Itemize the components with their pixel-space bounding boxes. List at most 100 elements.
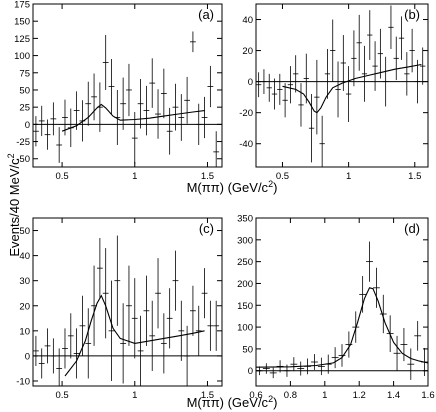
y-tick-label: -10 <box>16 376 30 387</box>
x-tick-label: 1.6 <box>421 390 434 401</box>
data-point <box>190 285 196 336</box>
data-point <box>155 89 161 139</box>
data-point <box>317 357 325 376</box>
data-point <box>372 41 378 91</box>
y-tick-label: 50 <box>19 85 30 96</box>
data-point <box>330 19 336 82</box>
x-tick-label: 1.5 <box>201 390 214 401</box>
data-point <box>62 328 68 369</box>
fit-curve <box>64 294 205 377</box>
data-point <box>282 83 288 118</box>
data-point <box>137 78 144 129</box>
data-point <box>414 59 421 104</box>
data-point <box>261 69 267 95</box>
data-point <box>414 320 422 351</box>
panel-label: (c) <box>199 221 214 236</box>
y-tick-label: 200 <box>237 279 253 290</box>
y-tick-label: 40 <box>242 15 253 26</box>
y-tick-label: 350 <box>237 214 253 225</box>
panel-1: -40 -20 0 20 40 0.5 1 1.5 (b) <box>239 3 429 182</box>
data-point <box>108 59 115 115</box>
data-point <box>271 78 278 110</box>
data-point <box>56 348 63 386</box>
y-tick-label: 25 <box>19 103 30 114</box>
data-point <box>287 66 294 104</box>
data-point <box>102 34 109 90</box>
x-tick-label: 1.5 <box>408 171 421 182</box>
fit-curve <box>255 287 429 368</box>
data-point <box>379 294 387 334</box>
panel-0: -50 -25 0 25 50 75 100 125 150 175 0.5 1 1.5 (a) <box>14 0 223 182</box>
x-tick-label: 1.2 <box>353 390 366 401</box>
data-point <box>290 357 298 372</box>
data-point <box>126 265 132 346</box>
data-point <box>126 63 132 117</box>
data-point <box>314 59 320 135</box>
panel-label: (b) <box>404 7 420 22</box>
data-point <box>383 56 389 107</box>
data-point <box>73 328 80 379</box>
data-point <box>155 258 161 329</box>
plot-frame <box>255 3 429 168</box>
data-point <box>44 328 51 364</box>
data-point <box>213 131 220 167</box>
data-point <box>256 72 262 98</box>
data-point <box>149 300 156 371</box>
data-point <box>172 83 179 131</box>
data-point <box>420 47 426 85</box>
data-point <box>213 300 220 351</box>
data-point <box>143 275 150 346</box>
data-point <box>120 77 127 130</box>
x-tick-label: 1.5 <box>201 171 214 182</box>
data-point <box>33 335 39 366</box>
y-tick-label: -20 <box>239 108 253 119</box>
data-point <box>50 338 57 374</box>
data-point <box>345 66 352 122</box>
data-point <box>400 327 408 362</box>
y-tick-label: -40 <box>239 139 253 150</box>
x-axis-title-top: M(ππ) (GeV/c2) <box>187 179 278 195</box>
data-point <box>85 81 92 126</box>
data-point <box>184 325 191 386</box>
data-point <box>269 367 277 379</box>
y-tick-label: 75 <box>19 68 30 79</box>
panel-label: (d) <box>404 221 420 236</box>
y-tick-label: 20 <box>19 301 30 312</box>
plot-frame <box>255 217 429 387</box>
x-tick-label: 0.6 <box>249 390 262 401</box>
data-point <box>409 28 415 73</box>
data-point <box>56 127 63 163</box>
data-point <box>172 250 179 311</box>
y-tick-label: 150 <box>14 17 30 28</box>
y-tick-label: 30 <box>19 276 30 287</box>
x-tick-label: 1.4 <box>387 390 400 401</box>
data-point <box>79 295 86 356</box>
x-tick-label: 1 <box>132 390 137 401</box>
y-tick-label: 50 <box>242 344 253 355</box>
data-point <box>256 366 263 376</box>
x-tick-label: 0.8 <box>284 390 297 401</box>
data-point <box>393 335 401 371</box>
data-point <box>195 305 202 356</box>
x-tick-label: 1 <box>322 390 327 401</box>
data-point <box>73 91 80 130</box>
data-point <box>166 288 173 349</box>
plot-frame <box>32 3 223 168</box>
y-tick-label: 100 <box>237 323 253 334</box>
data-point <box>184 76 191 124</box>
data-point <box>149 58 156 108</box>
data-point <box>293 55 299 93</box>
data-point <box>366 241 373 282</box>
y-tick-label: 175 <box>14 0 30 11</box>
x-axis-title-bottom: M(ππ) (GeV/c2) <box>187 394 278 410</box>
data-point <box>62 99 68 136</box>
data-point <box>266 73 272 102</box>
x-tick-label: 1 <box>132 171 137 182</box>
y-tick-label: 125 <box>14 34 30 45</box>
data-point <box>190 31 196 53</box>
data-point <box>50 102 57 136</box>
y-tick-label: 0 <box>25 120 30 131</box>
data-point <box>335 61 341 118</box>
x-tick-label: 0.5 <box>55 171 68 182</box>
